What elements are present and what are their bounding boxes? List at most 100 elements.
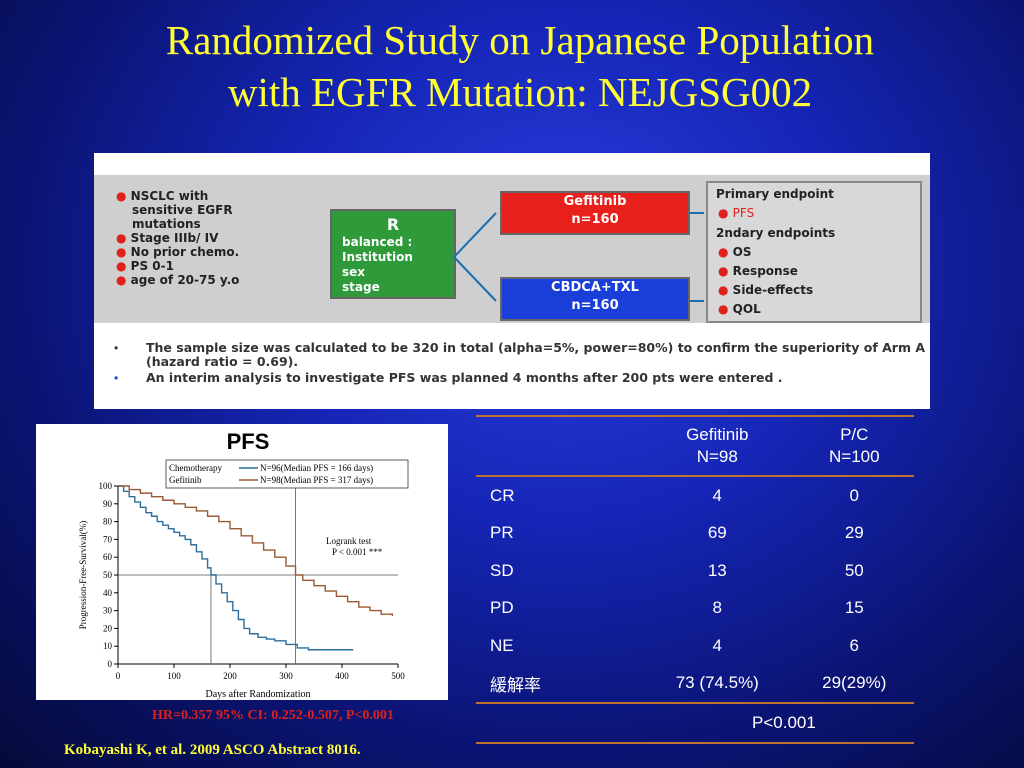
pc-cell: 15 — [844, 598, 864, 618]
study-design-panel: ● NSCLC with sensitive EGFR mutations ● … — [94, 153, 930, 409]
arrow-line — [454, 212, 497, 258]
randomization-factor: Institution — [342, 250, 413, 264]
legend-label: Gefitinib — [169, 475, 202, 485]
response-table: Gefitinib N=98 P/C N=100 CR 4 0 PR 69 29… — [476, 415, 914, 744]
row-label: 緩解率 — [490, 675, 541, 695]
gefitinib-cell: 4 — [712, 635, 722, 655]
gefitinib-cell: 4 — [712, 485, 722, 505]
header-line: Gefitinib — [686, 425, 749, 444]
pc-cell: 29 — [844, 523, 864, 543]
y-tick-label: 20 — [103, 623, 113, 633]
eligibility-item: ● NSCLC with — [116, 189, 209, 203]
gefitinib-cell: 13 — [707, 560, 727, 580]
header-line: P/C — [840, 425, 869, 444]
header-line: N=100 — [828, 447, 880, 466]
x-tick-label: 400 — [335, 671, 349, 681]
eligibility-list: ● NSCLC with sensitive EGFR mutations ● … — [116, 189, 239, 287]
row-label: PR — [490, 523, 514, 543]
table-header-row: Gefitinib N=98 P/C N=100 — [476, 416, 914, 476]
reference-citation: Kobayashi K, et al. 2009 ASCO Abstract 8… — [64, 742, 361, 758]
eligibility-item: sensitive EGFR — [132, 203, 233, 217]
y-tick-label: 70 — [103, 534, 113, 544]
row-label: PD — [490, 598, 514, 618]
row-label: NE — [490, 635, 514, 655]
bullet-icon: ● — [116, 245, 127, 259]
y-tick-label: 40 — [103, 588, 113, 598]
header-empty-cell — [476, 416, 640, 476]
arm-b-name: CBDCA+TXL — [551, 280, 639, 295]
note-sample-size: The sample size was calculated to be 320… — [146, 340, 926, 369]
legend-desc: N=96(Median PFS = 166 days) — [260, 463, 373, 473]
arrow-line — [454, 256, 497, 302]
pc-cell: 0 — [849, 485, 859, 505]
logrank-pvalue: P < 0.001 *** — [332, 547, 383, 557]
x-tick-label: 300 — [279, 671, 293, 681]
pvalue-empty-cell — [476, 703, 640, 743]
row-label: CR — [490, 485, 515, 505]
chart-title: PFS — [227, 429, 270, 454]
legend-label: Chemotherapy — [169, 463, 222, 473]
arm-a-name: Gefitinib — [563, 194, 627, 209]
header-pc: P/C N=100 — [795, 416, 914, 476]
y-tick-label: 90 — [103, 499, 113, 509]
pc-cell: 29(29%) — [822, 673, 887, 693]
bullet-icon: ● — [116, 231, 127, 245]
slide-title: Randomized Study on Japanese Population … — [60, 14, 980, 118]
pvalue-cell: P<0.001 — [752, 712, 816, 732]
endpoint-item: ● PFS — [718, 206, 755, 220]
table-row: CR 4 0 — [476, 476, 914, 515]
bullet-icon: ● — [718, 245, 729, 259]
endpoint-item: ● Response — [718, 264, 798, 278]
x-tick-label: 100 — [167, 671, 181, 681]
arm-b-box: CBDCA+TXL n=160 — [500, 277, 690, 321]
pfs-chart-panel: PFS 0 10 20 30 40 50 60 70 80 90 100 0 100 200 300 400 5… — [36, 424, 448, 700]
eligibility-item: ● No prior chemo. — [116, 245, 240, 259]
gefitinib-cell: 69 — [707, 523, 727, 543]
pc-cell: 6 — [849, 635, 859, 655]
bullet-icon: ● — [718, 302, 729, 316]
eligibility-item: ● PS 0-1 — [116, 259, 174, 273]
note-bullet-icon: • — [114, 371, 119, 385]
header-gefitinib: Gefitinib N=98 — [640, 416, 795, 476]
primary-endpoint-header: Primary endpoint — [716, 187, 834, 201]
design-notes: • The sample size was calculated to be 3… — [94, 323, 930, 409]
bullet-icon: ● — [718, 283, 729, 297]
table-row: PR 69 29 — [476, 515, 914, 553]
bullet-icon: ● — [116, 189, 127, 203]
x-axis-label: Days after Randomization — [206, 689, 311, 700]
table-row: 緩解率 73 (74.5%) 29(29%) — [476, 665, 914, 703]
response-table-panel: Gefitinib N=98 P/C N=100 CR 4 0 PR 69 29… — [476, 415, 916, 744]
logrank-label: Logrank test — [326, 536, 372, 546]
legend-desc: N=98(Median PFS = 317 days) — [260, 475, 373, 485]
y-tick-label: 30 — [103, 606, 113, 616]
eligibility-item: ● Stage IIIb/ IV — [116, 231, 219, 245]
header-line: N=98 — [696, 447, 738, 466]
note-interim-analysis: An interim analysis to investigate PFS w… — [146, 370, 783, 385]
randomization-box: R balanced : Institution sex stage — [330, 209, 456, 299]
bullet-icon: ● — [718, 264, 729, 278]
y-tick-label: 50 — [103, 570, 113, 580]
endpoint-item: ● QOL — [718, 302, 761, 316]
km-curve-gefitinib — [118, 485, 394, 616]
title-line-1: Randomized Study on Japanese Population — [165, 17, 875, 63]
eligibility-item: mutations — [132, 217, 201, 231]
randomization-factor: balanced : — [342, 235, 413, 249]
table-pvalue-row: P<0.001 — [476, 703, 914, 743]
randomization-label: R — [386, 215, 400, 234]
bullet-icon: ● — [116, 259, 127, 273]
x-tick-label: 500 — [391, 671, 405, 681]
arm-a-box: Gefitinib n=160 — [500, 191, 690, 235]
table-row: SD 13 50 — [476, 552, 914, 590]
y-tick-label: 10 — [103, 641, 113, 651]
y-tick-label: 100 — [99, 481, 113, 491]
randomization-factor: sex — [342, 265, 366, 279]
pc-cell: 50 — [844, 560, 864, 580]
note-bullet-icon: • — [114, 341, 119, 355]
title-line-2: with EGFR Mutation: NEJGSG002 — [227, 69, 813, 115]
secondary-endpoint-header: 2ndary endpoints — [716, 226, 836, 240]
row-label: SD — [490, 560, 514, 580]
gefitinib-cell: 8 — [712, 598, 722, 618]
gefitinib-cell: 73 (74.5%) — [675, 673, 759, 693]
x-tick-label: 200 — [223, 671, 237, 681]
y-tick-label: 80 — [103, 517, 113, 527]
